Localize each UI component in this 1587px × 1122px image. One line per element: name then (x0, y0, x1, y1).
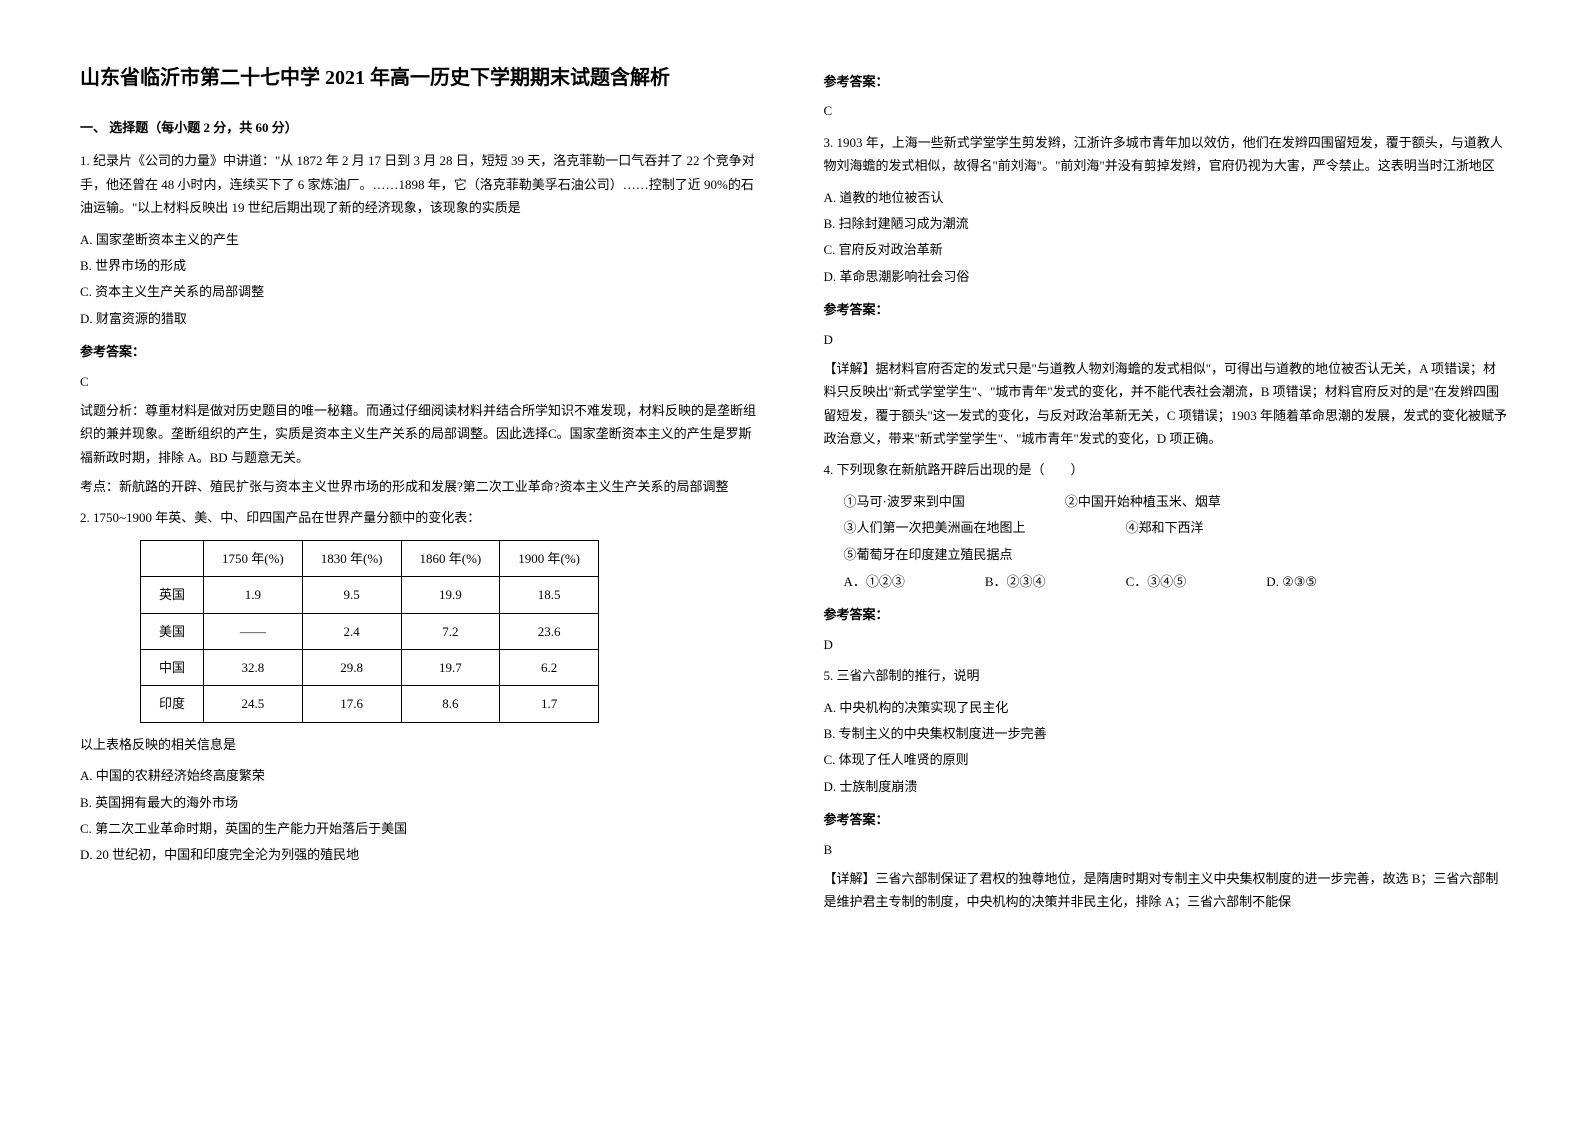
th1: 1750 年(%) (204, 540, 303, 576)
right-column: 参考答案： C 3. 1903 年，上海一些新式学堂学生剪发辫，江浙许多城市青年… (794, 60, 1538, 1062)
q4-options-row: A．①②③ B．②③④ C．③④⑤ D. ②③⑤ (844, 570, 1508, 593)
cell: —— (204, 613, 303, 649)
th3: 1860 年(%) (401, 540, 500, 576)
q3-optB: B. 扫除封建陋习成为潮流 (824, 212, 1508, 235)
cell: 中国 (141, 650, 204, 686)
q2-optC: C. 第二次工业革命时期，英国的生产能力开始落后于美国 (80, 817, 764, 840)
cell: 8.6 (401, 686, 500, 722)
cell: 印度 (141, 686, 204, 722)
section-header: 一、 选择题（每小题 2 分，共 60 分） (80, 116, 764, 139)
q4-item5: ⑤葡萄牙在印度建立殖民据点 (844, 543, 1013, 566)
q4-item2: ②中国开始种植玉米、烟草 (1065, 490, 1221, 513)
cell: 1.9 (204, 577, 303, 613)
table-row: 美国 —— 2.4 7.2 23.6 (141, 613, 599, 649)
q3-stem: 3. 1903 年，上海一些新式学堂学生剪发辫，江浙许多城市青年加以效仿，他们在… (824, 131, 1508, 178)
q2-optD: D. 20 世纪初，中国和印度完全沦为列强的殖民地 (80, 843, 764, 866)
cell: 23.6 (500, 613, 599, 649)
cell: 29.8 (302, 650, 401, 686)
q5-analysis: 【详解】三省六部制保证了君权的独尊地位，是隋唐时期对专制主义中央集权制度的进一步… (824, 867, 1508, 914)
q5-optA: A. 中央机构的决策实现了民主化 (824, 696, 1508, 719)
q5-stem: 5. 三省六部制的推行，说明 (824, 664, 1508, 687)
q2-optA: A. 中国的农耕经济始终高度繁荣 (80, 764, 764, 787)
q5-answer: B (824, 838, 1508, 861)
q3-analysis: 【详解】据材料官府否定的发式只是"与道教人物刘海蟾的发式相似"，可得出与道教的地… (824, 357, 1508, 451)
q4-item4: ④郑和下西洋 (1126, 516, 1204, 539)
cell: 32.8 (204, 650, 303, 686)
q2-answer-label: 参考答案： (824, 70, 1508, 93)
q4-optB: B．②③④ (985, 570, 1046, 593)
document-title: 山东省临沂市第二十七中学 2021 年高一历史下学期期末试题含解析 (80, 60, 764, 96)
q5-optB: B. 专制主义的中央集权制度进一步完善 (824, 722, 1508, 745)
q3-answer: D (824, 328, 1508, 351)
q2-table: 1750 年(%) 1830 年(%) 1860 年(%) 1900 年(%) … (140, 540, 599, 723)
th4: 1900 年(%) (500, 540, 599, 576)
q1-analysis1: 试题分析：尊重材料是做对历史题目的唯一秘籍。而通过仔细阅读材料并结合所学知识不难… (80, 399, 764, 469)
q4-stem: 4. 下列现象在新航路开辟后出现的是（ ） (824, 458, 1508, 481)
q3-optD: D. 革命思潮影响社会习俗 (824, 265, 1508, 288)
q2-stem: 2. 1750~1900 年英、美、中、印四国产品在世界产量分额中的变化表： (80, 506, 764, 529)
q3-optA: A. 道教的地位被否认 (824, 186, 1508, 209)
cell: 24.5 (204, 686, 303, 722)
cell: 美国 (141, 613, 204, 649)
q4-optA: A．①②③ (844, 570, 905, 593)
q3-optC: C. 官府反对政治革新 (824, 238, 1508, 261)
q4-items: ①马可·波罗来到中国 ②中国开始种植玉米、烟草 ③人们第一次把美洲画在地图上 ④… (844, 490, 1508, 566)
q5-optC: C. 体现了任人唯贤的原则 (824, 748, 1508, 771)
cell: 19.7 (401, 650, 500, 686)
cell: 1.7 (500, 686, 599, 722)
q4-item3: ③人们第一次把美洲画在地图上 (844, 516, 1026, 539)
cell: 英国 (141, 577, 204, 613)
q3-answer-label: 参考答案： (824, 298, 1508, 321)
q1-answer: C (80, 370, 764, 393)
cell: 17.6 (302, 686, 401, 722)
q5-answer-label: 参考答案： (824, 808, 1508, 831)
q1-stem: 1. 纪录片《公司的力量》中讲道："从 1872 年 2 月 17 日到 3 月… (80, 149, 764, 219)
table-row: 印度 24.5 17.6 8.6 1.7 (141, 686, 599, 722)
q1-answer-label: 参考答案： (80, 340, 764, 363)
q4-item1: ①马可·波罗来到中国 (844, 490, 965, 513)
cell: 18.5 (500, 577, 599, 613)
q1-analysis2: 考点：新航路的开辟、殖民扩张与资本主义世界市场的形成和发展?第二次工业革命?资本… (80, 475, 764, 498)
cell: 2.4 (302, 613, 401, 649)
q4-optC: C．③④⑤ (1126, 570, 1187, 593)
left-column: 山东省临沂市第二十七中学 2021 年高一历史下学期期末试题含解析 一、 选择题… (50, 60, 794, 1062)
table-row: 英国 1.9 9.5 19.9 18.5 (141, 577, 599, 613)
th0 (141, 540, 204, 576)
q4-answer-label: 参考答案： (824, 603, 1508, 626)
q2-post-table: 以上表格反映的相关信息是 (80, 733, 764, 756)
th2: 1830 年(%) (302, 540, 401, 576)
q4-answer: D (824, 633, 1508, 656)
q4-optD: D. ②③⑤ (1266, 570, 1317, 593)
cell: 9.5 (302, 577, 401, 613)
cell: 7.2 (401, 613, 500, 649)
q1-optD: D. 财富资源的猎取 (80, 307, 764, 330)
table-header-row: 1750 年(%) 1830 年(%) 1860 年(%) 1900 年(%) (141, 540, 599, 576)
q1-optB: B. 世界市场的形成 (80, 254, 764, 277)
q1-optA: A. 国家垄断资本主义的产生 (80, 228, 764, 251)
table-row: 中国 32.8 29.8 19.7 6.2 (141, 650, 599, 686)
q1-optC: C. 资本主义生产关系的局部调整 (80, 280, 764, 303)
cell: 6.2 (500, 650, 599, 686)
cell: 19.9 (401, 577, 500, 613)
q5-optD: D. 士族制度崩溃 (824, 775, 1508, 798)
q2-optB: B. 英国拥有最大的海外市场 (80, 791, 764, 814)
q2-answer: C (824, 99, 1508, 122)
